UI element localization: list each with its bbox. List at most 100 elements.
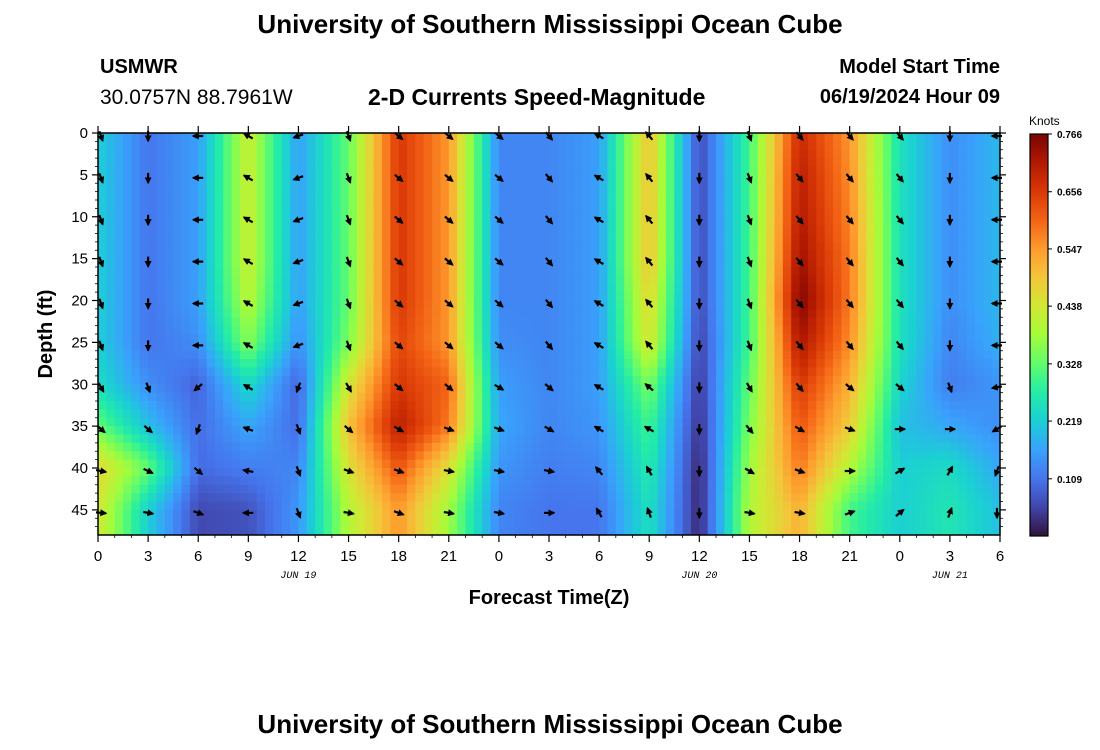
- heatmap-cell: [507, 267, 517, 276]
- heatmap-cell: [348, 158, 358, 168]
- heatmap-cell: [440, 367, 450, 377]
- heatmap-cell: [565, 158, 575, 168]
- heatmap-cell: [189, 476, 199, 486]
- heatmap-cell: [607, 216, 617, 226]
- heatmap-cell: [858, 392, 867, 402]
- heatmap-cell: [390, 133, 400, 142]
- heatmap-cell: [991, 476, 1000, 486]
- heatmap-cell: [674, 509, 684, 519]
- heatmap-cell: [281, 200, 291, 209]
- heatmap-cell: [615, 401, 625, 410]
- heatmap-cell: [632, 149, 642, 159]
- heatmap-cell: [866, 417, 876, 427]
- heatmap-cell: [791, 292, 801, 302]
- heatmap-cell: [473, 442, 483, 452]
- heatmap-cell: [899, 241, 909, 251]
- heatmap-cell: [440, 191, 450, 201]
- heatmap-cell: [991, 442, 1000, 452]
- heatmap-cell: [173, 342, 183, 352]
- heatmap-cell: [916, 501, 926, 511]
- heatmap-cell: [974, 375, 984, 385]
- heatmap-cell: [331, 283, 341, 293]
- heatmap-cell: [490, 250, 500, 260]
- heatmap-cell: [239, 200, 249, 209]
- heatmap-cell: [432, 250, 442, 260]
- heatmap-cell: [164, 208, 174, 218]
- heatmap-cell: [640, 250, 650, 260]
- heatmap-cell: [774, 233, 784, 243]
- heatmap-cell: [323, 133, 333, 142]
- heatmap-cell: [941, 334, 951, 343]
- heatmap-cell: [148, 409, 158, 419]
- heatmap-cell: [607, 317, 617, 327]
- heatmap-cell: [916, 250, 926, 260]
- heatmap-cell: [465, 174, 475, 184]
- heatmap-cell: [707, 300, 717, 310]
- heatmap-cell: [565, 426, 575, 436]
- heatmap-cell: [908, 200, 918, 209]
- heatmap-cell: [390, 225, 400, 235]
- heatmap-cell: [615, 317, 625, 327]
- heatmap-cell: [699, 283, 709, 293]
- heatmap-cell: [482, 308, 492, 318]
- heatmap-cell: [774, 426, 784, 436]
- heatmap-cell: [131, 233, 141, 243]
- heatmap-cell: [899, 334, 909, 343]
- heatmap-cell: [799, 484, 809, 494]
- heatmap-cell: [432, 484, 442, 494]
- heatmap-cell: [290, 493, 300, 503]
- heatmap-cell: [908, 250, 918, 260]
- heatmap-cell: [181, 375, 191, 385]
- heatmap-cell: [757, 275, 767, 285]
- heatmap-cell: [757, 216, 767, 226]
- heatmap-cell: [465, 409, 475, 419]
- heatmap-cell: [657, 275, 667, 285]
- heatmap-cell: [490, 208, 500, 218]
- heatmap-cell: [114, 451, 124, 461]
- heatmap-cell: [866, 174, 876, 184]
- heatmap-cell: [114, 342, 124, 352]
- heatmap-cell: [607, 493, 617, 503]
- heatmap-cell: [223, 267, 233, 276]
- heatmap-cell: [390, 468, 400, 477]
- heatmap-cell: [164, 216, 174, 226]
- heatmap-cell: [281, 208, 291, 218]
- heatmap-cell: [582, 141, 592, 151]
- heatmap-cell: [306, 342, 316, 352]
- heatmap-cell: [557, 384, 567, 394]
- heatmap-cell: [707, 509, 717, 519]
- heatmap-cell: [933, 317, 943, 327]
- heatmap-cell: [883, 484, 893, 494]
- heatmap-cell: [348, 250, 358, 260]
- heatmap-cell: [916, 166, 926, 176]
- heatmap-cell: [532, 225, 542, 235]
- heatmap-cell: [883, 250, 893, 260]
- heatmap-cell: [265, 200, 274, 209]
- heatmap-cell: [198, 518, 208, 528]
- heatmap-cell: [924, 442, 934, 452]
- heatmap-cell: [482, 442, 492, 452]
- heatmap-cell: [106, 166, 116, 176]
- heatmap-cell: [624, 233, 634, 243]
- heatmap-cell: [114, 392, 124, 402]
- heatmap-cell: [807, 367, 817, 377]
- heatmap-cell: [164, 384, 174, 394]
- heatmap-cell: [131, 451, 141, 461]
- heatmap-cell: [114, 409, 124, 419]
- heatmap-cell: [774, 225, 784, 235]
- heatmap-cell: [123, 325, 133, 335]
- heatmap-cell: [214, 484, 224, 494]
- heatmap-cell: [582, 442, 592, 452]
- heatmap-cell: [432, 384, 442, 394]
- heatmap-cell: [532, 384, 542, 394]
- heatmap-cell: [306, 292, 316, 302]
- heatmap-cell: [348, 350, 358, 360]
- heatmap-cell: [432, 342, 442, 352]
- heatmap-cell: [640, 241, 650, 251]
- heatmap-cell: [331, 292, 341, 302]
- heatmap-cell: [874, 241, 884, 251]
- heatmap-cell: [824, 434, 834, 444]
- heatmap-cell: [574, 476, 584, 486]
- heatmap-cell: [690, 233, 700, 243]
- heatmap-cell: [381, 191, 391, 201]
